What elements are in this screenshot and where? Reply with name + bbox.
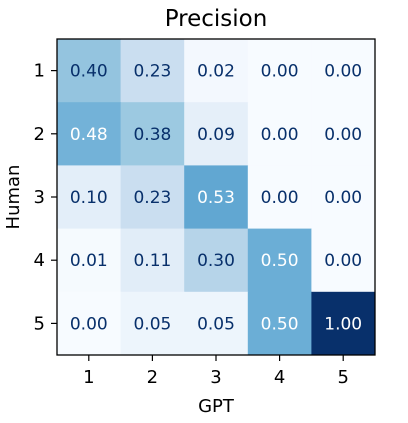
heatmap-cell-value: 0.00	[261, 62, 299, 82]
heatmap-cell-value: 0.00	[324, 188, 362, 208]
x-axis-ticks: 1 2 3 4 5	[83, 355, 349, 388]
heatmap-cell-value: 0.23	[133, 188, 171, 208]
heatmap-cell	[311, 39, 376, 103]
heatmap-cell-value: 0.38	[133, 125, 171, 145]
heatmap-cell-value: 0.50	[261, 314, 299, 334]
heatmap-cell	[247, 102, 312, 166]
x-tick-label: 4	[274, 367, 285, 388]
heatmap-cell	[311, 291, 376, 356]
heatmap-cell-value: 0.05	[197, 314, 235, 334]
heatmap-cell	[57, 165, 122, 230]
heatmap-cell-value: 0.10	[70, 188, 108, 208]
y-tick-label: 1	[34, 61, 45, 82]
heatmap-cell	[120, 39, 185, 103]
heatmap-cell-value: 0.30	[197, 251, 235, 271]
heatmap-cell	[247, 165, 312, 230]
heatmap-cell	[247, 39, 312, 103]
x-axis-label: GPT	[198, 396, 235, 417]
heatmap-cell-value: 0.01	[70, 251, 108, 271]
chart-title: Precision	[165, 6, 268, 32]
heatmap-cell	[57, 291, 122, 356]
heatmap-cell	[120, 165, 185, 230]
heatmap-cell-value: 0.50	[261, 251, 299, 271]
heatmap-cell-value: 0.00	[261, 188, 299, 208]
heatmap-cell-value: 0.11	[133, 251, 171, 271]
heatmap-cell-value: 0.23	[133, 62, 171, 82]
heatmap-cell	[184, 102, 249, 166]
x-tick-label: 5	[337, 367, 348, 388]
y-tick-label: 3	[34, 187, 45, 208]
heatmap-cell	[120, 291, 185, 356]
heatmap-cell	[57, 39, 122, 103]
y-axis-ticks: 1 2 3 4 5	[34, 61, 57, 334]
x-tick-label: 2	[147, 367, 158, 388]
heatmap-cell-value: 0.00	[324, 62, 362, 82]
heatmap-cell-value: 0.53	[197, 188, 235, 208]
heatmap-cell	[247, 228, 312, 293]
heatmap-cell	[184, 39, 249, 103]
heatmap-cell	[57, 228, 122, 293]
heatmap-cell-value: 0.05	[133, 314, 171, 334]
heatmap-cell	[184, 165, 249, 230]
x-tick-label: 3	[210, 367, 221, 388]
heatmap-cell-value: 0.00	[70, 314, 108, 334]
heatmap-cell-value: 0.40	[70, 62, 108, 82]
y-axis-label: Human	[3, 165, 24, 230]
heatmap-cell-value: 0.09	[197, 125, 235, 145]
heatmap-cell	[57, 102, 122, 166]
y-tick-label: 5	[34, 313, 45, 334]
heatmap-cell	[247, 291, 312, 356]
heatmap-cell-value: 1.00	[324, 314, 362, 334]
heatmap-cell-labels: 0.40 0.23 0.02 0.00 0.00 0.48 0.38 0.09 0.00 0.00…	[70, 62, 362, 335]
heatmap-cell	[311, 102, 376, 166]
heatmap-cell	[184, 291, 249, 356]
heatmap-cell-value: 0.48	[70, 125, 108, 145]
x-tick-label: 1	[83, 367, 94, 388]
heatmap-cell	[120, 228, 185, 293]
heatmap-cell-value: 0.00	[324, 251, 362, 271]
heatmap-cell	[311, 165, 376, 230]
heatmap-cell-value: 0.02	[197, 62, 235, 82]
heatmap-cell	[311, 228, 376, 293]
heatmap-cell	[120, 102, 185, 166]
y-tick-label: 4	[34, 250, 45, 271]
y-tick-label: 2	[34, 124, 45, 145]
heatmap-cell-value: 0.00	[324, 125, 362, 145]
heatmap-cells	[57, 39, 376, 356]
heatmap-cell	[184, 228, 249, 293]
heatmap-cell-value: 0.00	[261, 125, 299, 145]
